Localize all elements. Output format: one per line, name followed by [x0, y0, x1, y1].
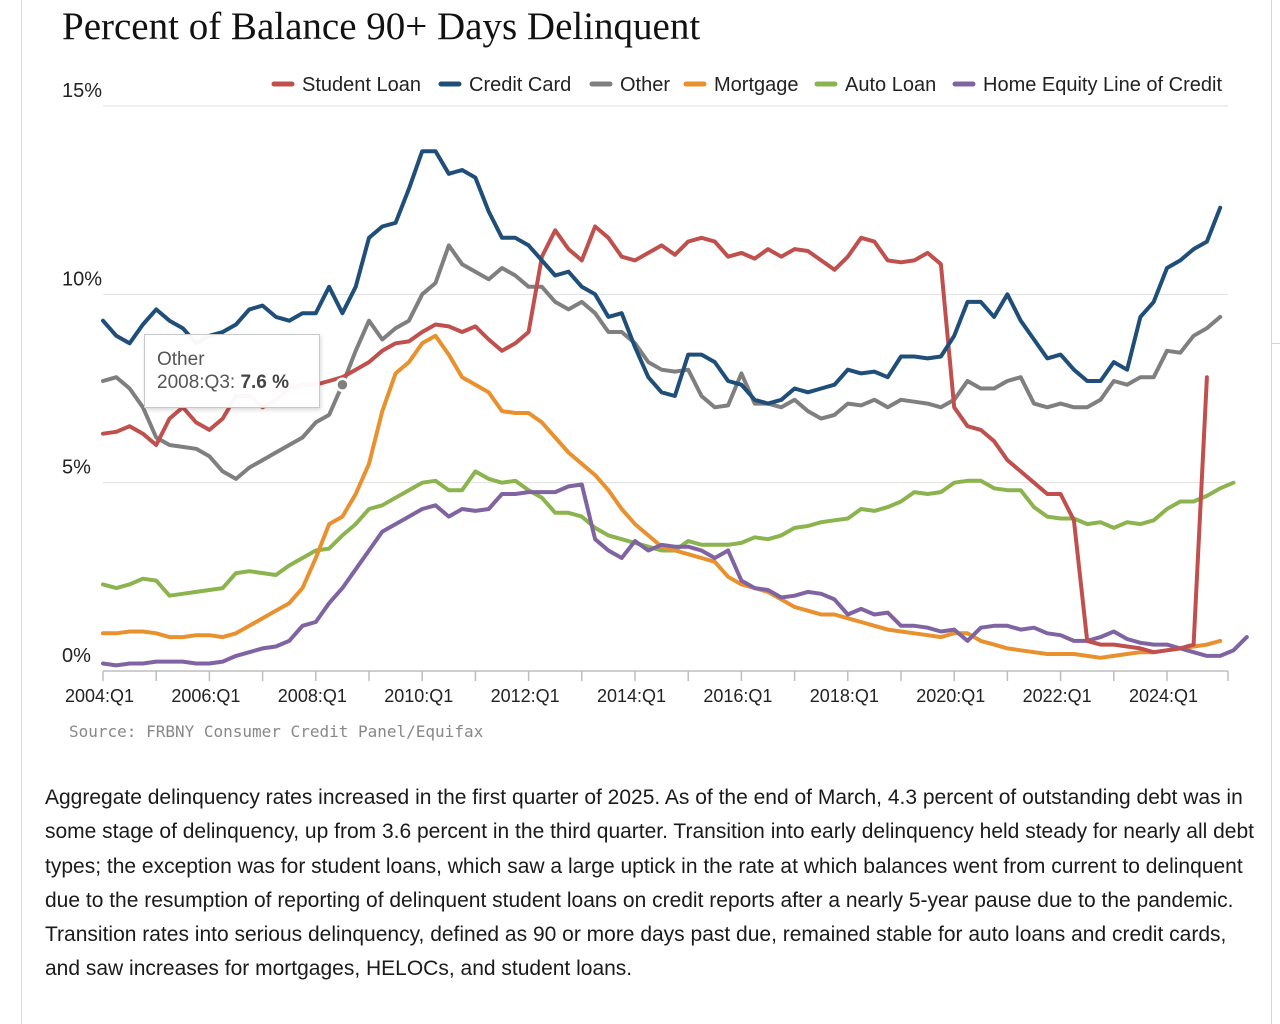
- x-tick-label: 2022:Q1: [1023, 686, 1092, 706]
- y-tick-label: 5%: [62, 457, 91, 479]
- x-tick-label: 2008:Q1: [278, 686, 347, 706]
- hover-marker: [335, 377, 350, 392]
- legend-item-mortgage[interactable]: Mortgage: [683, 74, 799, 96]
- legend-label: Other: [620, 74, 670, 96]
- gridlines: [103, 105, 1228, 484]
- series-line-student-loan: [101, 224, 1209, 655]
- series-line-other: [101, 243, 1223, 481]
- x-axis: 2004:Q1 2006:Q1 2008:Q1 2010:Q1 2012:Q1 2014:…: [65, 670, 1229, 706]
- legend: Student Loan Credit Card Other Mortgage Auto…: [271, 74, 1222, 96]
- legend-label: Mortgage: [714, 74, 799, 96]
- tooltip-row: 2008:Q3: 7.6 %: [157, 371, 319, 394]
- x-tick-label: 2018:Q1: [810, 686, 879, 706]
- x-tick-label: 2024:Q1: [1129, 686, 1198, 706]
- legend-item-home-equity-line-of-credit[interactable]: Home Equity Line of Credit: [952, 74, 1222, 96]
- x-tick-label: 2012:Q1: [491, 686, 560, 706]
- x-tick-label: 2014:Q1: [597, 686, 666, 706]
- legend-label: Auto Loan: [845, 74, 936, 96]
- hover-tooltip: Other 2008:Q3: 7.6 %: [144, 334, 320, 408]
- y-tick-label: 10%: [62, 268, 102, 290]
- chart-title: Percent of Balance 90+ Days Delinquent: [62, 5, 701, 48]
- legend-label: Home Equity Line of Credit: [983, 74, 1222, 96]
- legend-item-student-loan[interactable]: Student Loan: [271, 74, 421, 96]
- series-line-auto-loan: [101, 469, 1236, 598]
- tooltip-value: 7.6 %: [240, 372, 290, 393]
- frame-right-border: [1271, 0, 1272, 1024]
- legend-item-other[interactable]: Other: [589, 74, 670, 96]
- series-line-credit-card: [101, 149, 1223, 406]
- hover-point: [335, 377, 350, 392]
- summary-paragraph: Aggregate delinquency rates increased in…: [45, 786, 1254, 981]
- y-axis-labels: 0% 5% 10% 15%: [62, 80, 102, 667]
- y-tick-label: 15%: [62, 80, 102, 102]
- x-tick-label: 2020:Q1: [916, 686, 985, 706]
- x-tick-label: 2006:Q1: [171, 686, 240, 706]
- x-tick-label: 2010:Q1: [384, 686, 453, 706]
- tooltip-series: Other: [157, 349, 205, 370]
- series-line-home-equity-line-of-credit: [101, 482, 1249, 668]
- x-tick-label: 2004:Q1: [65, 686, 134, 706]
- y-tick-label: 0%: [62, 645, 91, 667]
- frame-edge-tick: [1271, 343, 1280, 344]
- legend-label: Credit Card: [469, 74, 571, 96]
- x-tick-label: 2016:Q1: [703, 686, 772, 706]
- legend-item-credit-card[interactable]: Credit Card: [438, 74, 571, 96]
- series-lines: [101, 149, 1249, 668]
- tooltip-quarter: 2008:Q3:: [157, 372, 236, 393]
- legend-item-auto-loan[interactable]: Auto Loan: [814, 74, 936, 96]
- legend-label: Student Loan: [302, 74, 421, 96]
- frame-left-border: [21, 0, 22, 1024]
- source-note: Source: FRBNY Consumer Credit Panel/Equi…: [69, 722, 484, 741]
